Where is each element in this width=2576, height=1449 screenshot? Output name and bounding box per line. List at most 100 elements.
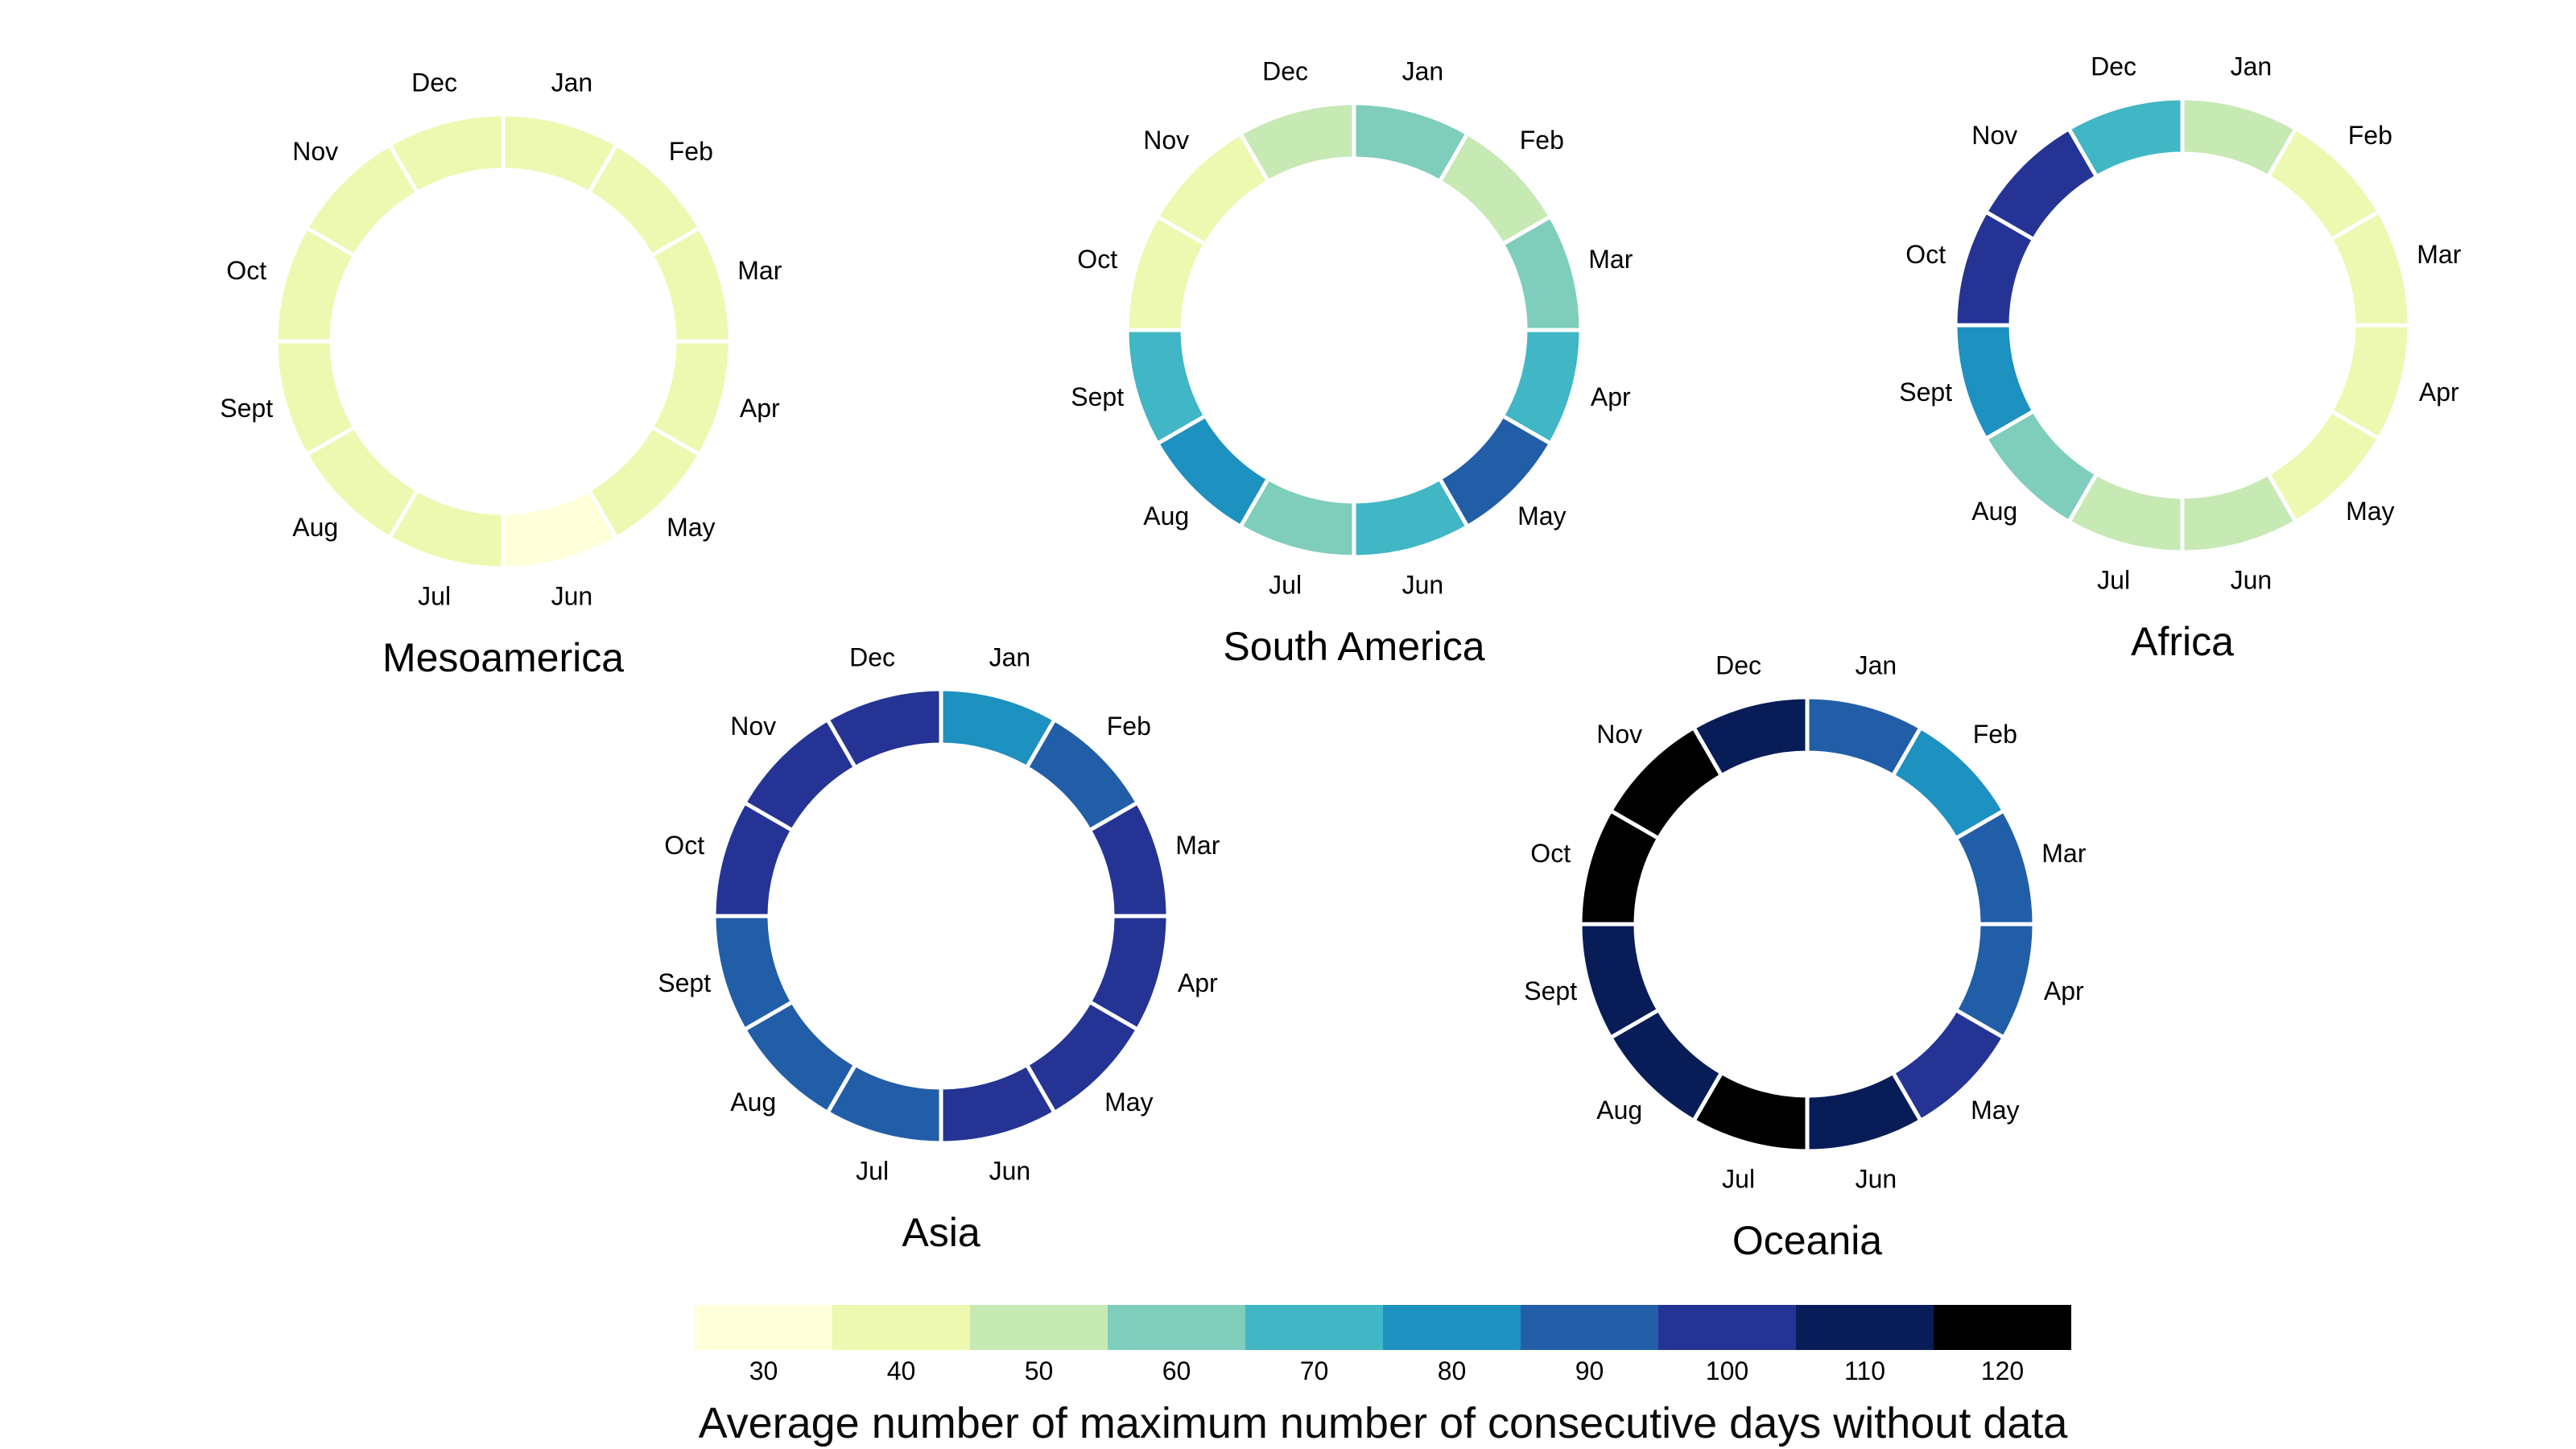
colorbar-tick-110: 110	[1843, 1356, 1885, 1385]
month-label-sept: Sept	[658, 968, 711, 997]
colorbar-tick-70: 70	[1299, 1356, 1329, 1385]
month-label-aug: Aug	[1971, 497, 2017, 526]
month-label-mar: Mar	[1588, 245, 1633, 274]
month-label-sept: Sept	[1899, 378, 1952, 407]
month-label-jan: Jan	[1856, 651, 1897, 680]
month-label-oct: Oct	[1077, 245, 1117, 274]
month-label-may: May	[667, 513, 715, 542]
month-label-mar: Mar	[737, 256, 782, 285]
colorbar-segment-30	[695, 1305, 832, 1350]
month-label-aug: Aug	[1143, 502, 1189, 530]
month-label-jun: Jun	[1402, 570, 1444, 599]
month-label-dec: Dec	[849, 643, 895, 672]
month-label-apr: Apr	[2419, 378, 2459, 407]
month-label-nov: Nov	[1143, 126, 1189, 155]
colorbar-ticks: 30 40 50 60 70 80 90 100 110 120	[695, 1356, 2071, 1386]
colorbar-segment-80	[1383, 1305, 1521, 1350]
month-label-dec: Dec	[1715, 651, 1761, 680]
colorbar-segment-60	[1108, 1305, 1245, 1350]
month-label-jan: Jan	[989, 643, 1031, 672]
month-label-oct: Oct	[664, 831, 704, 860]
colorbar-tick-100: 100	[1705, 1356, 1749, 1385]
month-label-feb: Feb	[669, 137, 713, 166]
month-label-jan: Jan	[551, 68, 593, 97]
month-ring-mesoamerica: Jan Feb Mar Apr May Jun Jul Aug Sept Oct Nov Dec	[220, 68, 782, 611]
month-label-nov: Nov	[1596, 720, 1642, 749]
colorbar-segment-70	[1245, 1305, 1383, 1350]
month-label-apr: Apr	[740, 394, 780, 423]
month-label-jan: Jan	[1402, 57, 1444, 86]
month-label-nov: Nov	[730, 712, 776, 741]
month-label-apr: Apr	[1591, 382, 1631, 411]
month-label-oct: Oct	[226, 256, 266, 285]
month-label-sept: Sept	[220, 394, 273, 423]
month-label-jul: Jul	[1269, 570, 1302, 599]
donut-chart-africa: Jan Feb Mar Apr May Jun Jul Aug Sept Oct Nov Dec Af…	[1893, 35, 2472, 665]
ring-segment-dec	[1690, 695, 1810, 778]
colorbar-segment-110	[1796, 1305, 1934, 1350]
month-label-dec: Dec	[1262, 57, 1308, 86]
month-label-jun: Jun	[989, 1156, 1031, 1185]
month-label-mar: Mar	[2417, 240, 2461, 269]
colorbar-segment-40	[832, 1305, 970, 1350]
month-label-nov: Nov	[292, 137, 338, 166]
colorbar-tick-120: 120	[1980, 1356, 2025, 1385]
ring-segment-dec	[386, 112, 506, 196]
colorbar-tick-90: 90	[1575, 1356, 1604, 1385]
chart-title-asia: Asia	[902, 1210, 980, 1255]
month-label-jul: Jul	[418, 581, 451, 610]
month-label-may: May	[1104, 1088, 1153, 1117]
month-label-jul: Jul	[1722, 1164, 1755, 1193]
ring-segment-dec	[824, 687, 943, 770]
month-label-feb: Feb	[1107, 712, 1151, 741]
donut-chart-mesoamerica: Jan Feb Mar Apr May Jun Jul Aug Sept Oct Nov Dec Me…	[213, 52, 793, 681]
month-label-dec: Dec	[2091, 52, 2136, 81]
month-label-sept: Sept	[1524, 976, 1577, 1005]
month-label-feb: Feb	[1520, 126, 1564, 155]
chart-title-south-america: South America	[1223, 624, 1485, 669]
donut-chart-asia: Jan Feb Mar Apr May Jun Jul Aug Sept Oct Nov Dec As…	[651, 626, 1231, 1256]
month-label-apr: Apr	[2044, 976, 2084, 1005]
ring-segment-dec	[1237, 101, 1356, 184]
month-label-aug: Aug	[1596, 1096, 1642, 1125]
month-label-sept: Sept	[1071, 382, 1124, 411]
colorbar-segment-120	[1934, 1305, 2071, 1350]
donut-chart-oceania: Jan Feb Mar Apr May Jun Jul Aug Sept Oct Nov Dec Oc…	[1517, 634, 2097, 1264]
month-label-jul: Jul	[856, 1156, 889, 1185]
month-label-aug: Aug	[292, 513, 338, 542]
chart-title-mesoamerica: Mesoamerica	[382, 635, 625, 680]
colorbar-segment-100	[1658, 1305, 1796, 1350]
colorbar-tick-40: 40	[886, 1356, 916, 1385]
month-label-mar: Mar	[1175, 831, 1220, 860]
month-label-oct: Oct	[1905, 240, 1946, 269]
chart-title-africa: Africa	[2131, 619, 2234, 664]
month-label-may: May	[1517, 502, 1566, 530]
month-label-nov: Nov	[1971, 121, 2017, 150]
month-label-may: May	[1971, 1096, 2019, 1125]
donut-chart-south-america: Jan Feb Mar Apr May Jun Jul Aug Sept Oct Nov Dec So…	[1064, 40, 1644, 670]
colorbar-tick-30: 30	[749, 1356, 778, 1385]
colorbar-segment-50	[970, 1305, 1108, 1350]
month-label-jun: Jun	[1856, 1164, 1897, 1193]
colorbar-wrap: 30 40 50 60 70 80 90 100 110 120 Average number o…	[695, 1305, 2071, 1447]
chart-title-oceania: Oceania	[1732, 1218, 1883, 1263]
month-ring-south-america: Jan Feb Mar Apr May Jun Jul Aug Sept Oct Nov Dec	[1071, 57, 1633, 600]
month-label-may: May	[2346, 497, 2394, 526]
month-ring-asia: Jan Feb Mar Apr May Jun Jul Aug Sept Oct Nov Dec	[658, 643, 1220, 1186]
month-label-mar: Mar	[2041, 839, 2086, 868]
month-label-oct: Oct	[1530, 839, 1571, 868]
month-label-jan: Jan	[2231, 52, 2273, 81]
month-label-dec: Dec	[411, 68, 457, 97]
month-ring-oceania: Jan Feb Mar Apr May Jun Jul Aug Sept Oct Nov Dec	[1524, 651, 2086, 1194]
colorbar-tick-80: 80	[1437, 1356, 1467, 1385]
month-label-feb: Feb	[2348, 121, 2392, 150]
colorbar-title: Average number of maximum number of cons…	[698, 1399, 2068, 1447]
colorbar-tick-50: 50	[1024, 1356, 1054, 1385]
ring-segment-dec	[2066, 96, 2185, 180]
month-label-apr: Apr	[1178, 968, 1218, 997]
month-label-jun: Jun	[2231, 565, 2273, 594]
month-ring-africa: Jan Feb Mar Apr May Jun Jul Aug Sept Oct Nov Dec	[1899, 52, 2461, 595]
colorbar-segment-90	[1521, 1305, 1658, 1350]
month-label-jul: Jul	[2097, 565, 2130, 594]
